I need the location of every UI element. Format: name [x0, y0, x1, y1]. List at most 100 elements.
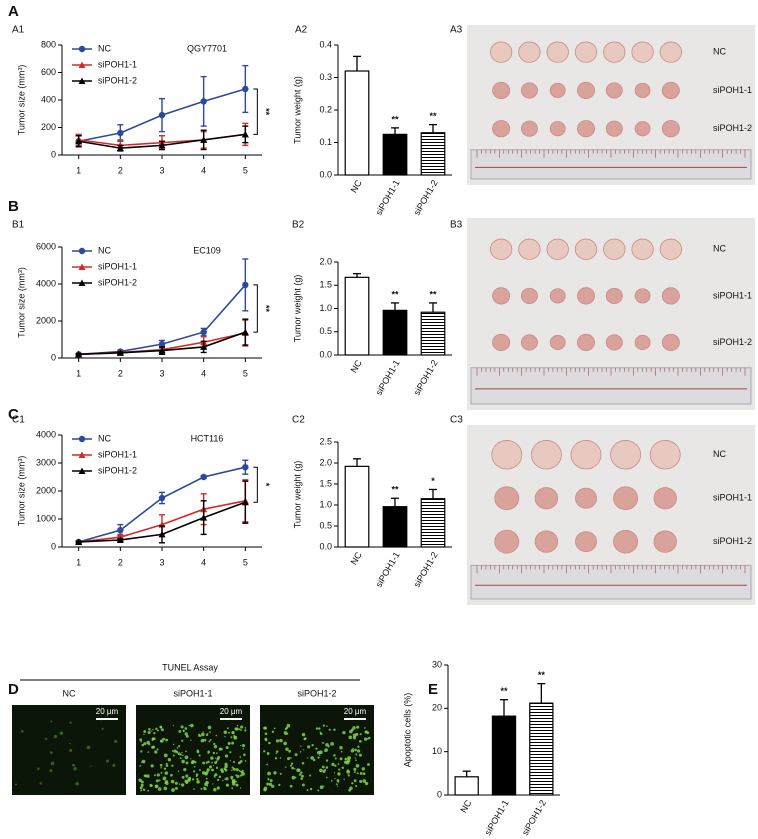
stained-cell: [224, 778, 226, 780]
stained-cell: [355, 785, 358, 788]
stained-cell: [209, 738, 212, 741]
x-tick-label: siPOH1-1: [483, 798, 511, 837]
stained-cell: [229, 751, 232, 754]
stained-cell: [307, 745, 311, 749]
tumor: [575, 531, 597, 553]
stained-cell: [244, 729, 247, 732]
stained-cell: [300, 774, 304, 778]
stained-cell: [312, 758, 316, 762]
stained-cell: [148, 743, 151, 746]
stained-cell: [143, 742, 147, 746]
marker: [158, 530, 166, 538]
tumor: [549, 288, 566, 304]
tumor: [546, 41, 569, 63]
error-bar: [462, 770, 471, 777]
tumor: [520, 287, 538, 304]
stained-cell: [147, 730, 151, 735]
significance-bracket: [253, 88, 258, 135]
stained-cell: [334, 772, 336, 774]
stained-cell: [300, 745, 302, 747]
legend-label: NC: [98, 43, 111, 53]
stained-cell: [225, 783, 230, 787]
stained-cell: [323, 785, 325, 787]
stained-cell: [202, 761, 206, 765]
stained-cell: [187, 778, 191, 782]
stained-cell: [216, 752, 218, 754]
legend-marker: [78, 279, 86, 286]
y-tick-label: 0.0: [319, 349, 332, 359]
stained-cell: [152, 729, 154, 731]
y-tick-label: 0: [437, 789, 442, 799]
stained-cell: [159, 763, 163, 767]
stained-cell: [162, 776, 167, 781]
group-label: NC: [713, 449, 726, 459]
group-label: siPOH1-1: [173, 688, 212, 698]
stained-cell: [224, 735, 226, 738]
scale-bar-label: 20 μm: [96, 707, 119, 716]
stained-cell: [263, 750, 266, 753]
legend-marker: [78, 247, 86, 255]
stained-cell: [155, 779, 159, 783]
legend-marker: [78, 61, 86, 68]
stained-cell: [284, 727, 287, 731]
x-tick-label: NC: [349, 550, 364, 567]
stained-cell: [349, 729, 353, 734]
tumor: [661, 287, 680, 305]
stained-cell: [185, 781, 189, 784]
tumor: [603, 238, 626, 260]
stained-cell: [271, 730, 275, 733]
stained-cell: [212, 764, 214, 767]
stained-cell: [37, 767, 40, 771]
stained-cell: [334, 764, 337, 767]
legend-label: NC: [98, 245, 111, 255]
marker: [242, 85, 249, 93]
stained-cell: [172, 743, 175, 746]
y-tick-label: 3000: [36, 457, 56, 467]
error-bar: [500, 699, 508, 717]
x-tick-label: siPOH1-1: [374, 550, 402, 589]
stained-cell: [216, 778, 220, 782]
stained-cell: [198, 734, 201, 737]
y-tick-label: 0: [51, 149, 56, 159]
bar: [344, 70, 370, 176]
stained-cell: [300, 777, 303, 780]
stained-cell: [322, 741, 325, 744]
stained-cell: [143, 733, 145, 736]
stained-cell: [158, 779, 161, 782]
stained-cell: [164, 771, 169, 775]
legend-label: siPOH1-1: [98, 261, 137, 271]
stained-cell: [339, 757, 343, 761]
marker: [117, 129, 124, 137]
stained-cell: [171, 764, 174, 767]
stained-cell: [192, 759, 195, 763]
stained-cell: [185, 750, 187, 753]
stained-cell: [355, 733, 359, 736]
stained-cell: [367, 763, 370, 766]
stained-cell: [341, 766, 344, 769]
stained-cell: [267, 778, 270, 781]
stained-cell: [225, 777, 229, 781]
stained-cell: [150, 764, 154, 768]
stained-cell: [140, 783, 144, 787]
stained-cell: [163, 786, 168, 791]
stained-cell: [167, 758, 171, 762]
stained-cell: [160, 771, 163, 774]
error-bar: [537, 682, 546, 704]
legend-label: siPOH1-2: [98, 277, 137, 287]
stained-cell: [238, 769, 241, 772]
tumor: [577, 287, 595, 305]
stained-cell: [185, 734, 189, 738]
stained-cell: [320, 770, 322, 773]
marker: [158, 340, 166, 348]
y-tick-label: 2.0: [319, 256, 332, 266]
stained-cell: [326, 766, 328, 768]
stained-cell: [181, 783, 185, 787]
stained-cell: [338, 768, 341, 771]
stained-cell: [220, 747, 223, 751]
marker: [75, 538, 83, 545]
bar: [382, 309, 408, 356]
stained-cell: [337, 763, 340, 765]
tumor: [613, 486, 639, 511]
stained-cell: [239, 787, 242, 789]
stained-cell: [275, 739, 280, 743]
